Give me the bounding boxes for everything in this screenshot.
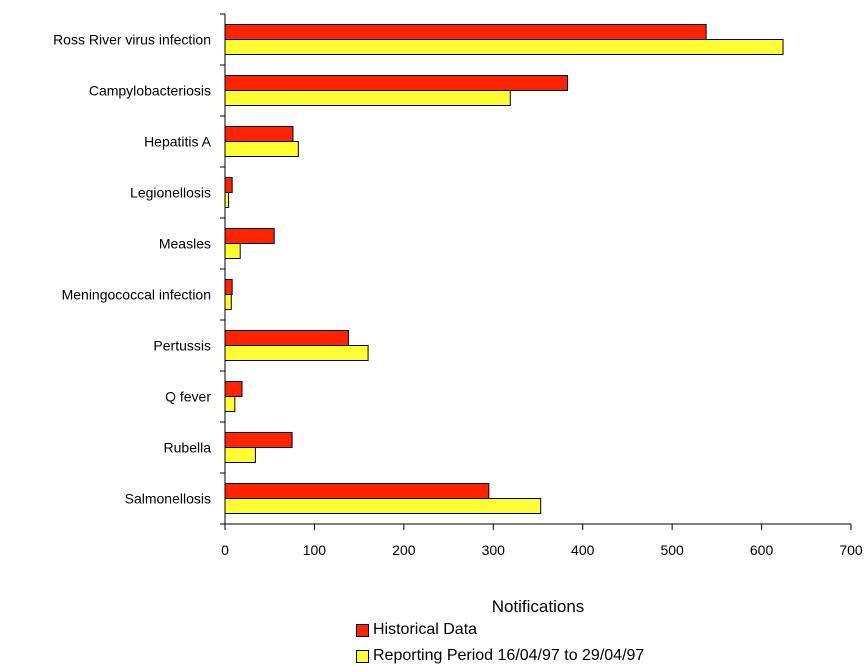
legend: Historical Data Reporting Period 16/04/9… xyxy=(356,620,644,672)
bar-historical xyxy=(224,228,275,244)
category-label: Legionellosis xyxy=(130,185,211,201)
bar-reporting-period xyxy=(224,141,299,157)
bar-reporting-period xyxy=(224,243,241,259)
category-label: Q fever xyxy=(165,389,211,405)
bar-reporting-period xyxy=(224,447,256,463)
bar-historical xyxy=(224,330,349,346)
legend-label-historical: Historical Data xyxy=(373,621,478,638)
x-tick-label: 200 xyxy=(392,542,416,558)
legend-item-historical: Historical Data xyxy=(356,620,644,640)
bar-historical xyxy=(224,24,707,40)
bar-reporting-period xyxy=(224,294,232,310)
x-tick-label: 700 xyxy=(839,542,863,558)
category-label: Pertussis xyxy=(153,338,211,354)
bar-reporting-period xyxy=(224,90,511,106)
category-label: Rubella xyxy=(164,440,212,456)
bar-historical xyxy=(224,432,293,448)
category-label: Salmonellosis xyxy=(125,491,211,507)
x-tick-label: 500 xyxy=(660,542,684,558)
category-label: Campylobacteriosis xyxy=(89,83,211,99)
bar-historical xyxy=(224,177,233,193)
bar-reporting-period xyxy=(224,192,230,208)
bar-historical xyxy=(224,381,243,397)
category-label: Measles xyxy=(159,236,211,252)
bar-reporting-period xyxy=(224,396,236,412)
legend-item-reporting-period: Reporting Period 16/04/97 to 29/04/97 xyxy=(356,646,644,666)
category-label: Meningococcal infection xyxy=(62,287,211,303)
legend-label-reporting-period: Reporting Period 16/04/97 to 29/04/97 xyxy=(373,647,645,664)
x-axis-label: Notifications xyxy=(491,597,585,616)
bar-reporting-period xyxy=(224,39,784,55)
legend-swatch-reporting-period xyxy=(356,649,369,663)
bar-historical xyxy=(224,126,294,142)
x-tick-label: 300 xyxy=(482,542,506,558)
bar-chart: Ross River virus infection Campylobacteri… xyxy=(53,13,863,558)
legend-swatch-historical xyxy=(356,623,369,637)
bar-reporting-period xyxy=(224,498,542,514)
x-tick-label: 400 xyxy=(571,542,595,558)
x-tick-label: 600 xyxy=(750,542,774,558)
x-tick-label: 0 xyxy=(221,542,229,558)
bar-reporting-period xyxy=(224,345,369,361)
bar-historical xyxy=(224,279,233,295)
category-label: Ross River virus infection xyxy=(53,32,211,48)
x-tick-label: 100 xyxy=(303,542,327,558)
bar-historical xyxy=(224,75,569,91)
bar-historical xyxy=(224,483,490,499)
category-label: Hepatitis A xyxy=(144,134,212,150)
